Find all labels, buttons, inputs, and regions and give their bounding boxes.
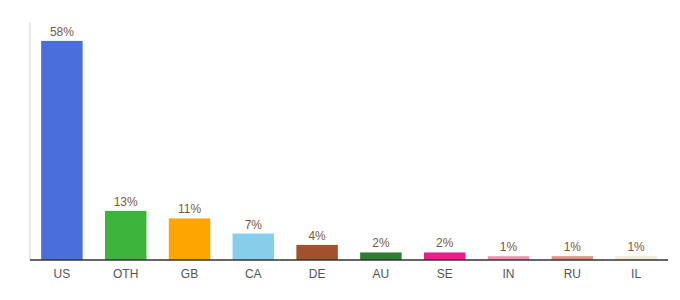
x-tick-label: IL xyxy=(631,267,641,281)
x-tick-label: US xyxy=(54,267,71,281)
chart-container: US OTH GB CA DE AU SE IN RU IL 58% 13% 11% 7% 4% 2% 2% 1%… xyxy=(0,0,680,300)
x-axis-line xyxy=(30,259,668,261)
data-label: 1% xyxy=(564,240,582,254)
x-tick-label: AU xyxy=(373,267,390,281)
data-label: 13% xyxy=(114,195,138,209)
bar xyxy=(296,245,337,260)
bar xyxy=(169,218,210,260)
bar xyxy=(41,41,82,260)
bar xyxy=(233,234,274,260)
bar xyxy=(424,252,465,260)
bars xyxy=(41,41,657,260)
data-label: 4% xyxy=(308,229,326,243)
data-label: 1% xyxy=(627,240,645,254)
chart: US OTH GB CA DE AU SE IN RU IL 58% 13% 11% 7% 4% 2% 2% 1%… xyxy=(0,0,680,300)
x-tick-label: DE xyxy=(309,267,326,281)
x-tick-label: IN xyxy=(503,267,515,281)
x-tick-label: OTH xyxy=(113,267,138,281)
data-label: 58% xyxy=(50,25,74,39)
x-tick-label: GB xyxy=(181,267,198,281)
x-tick-label: SE xyxy=(437,267,453,281)
bar xyxy=(105,211,146,260)
data-label: 7% xyxy=(245,218,263,232)
data-label: 1% xyxy=(500,240,518,254)
data-label: 2% xyxy=(372,236,390,250)
data-label: 2% xyxy=(436,236,454,250)
data-label: 11% xyxy=(178,202,201,216)
x-tick-label: RU xyxy=(564,267,581,281)
bar xyxy=(360,252,401,260)
y-axis-line xyxy=(30,22,31,260)
x-tick-label: CA xyxy=(245,267,262,281)
